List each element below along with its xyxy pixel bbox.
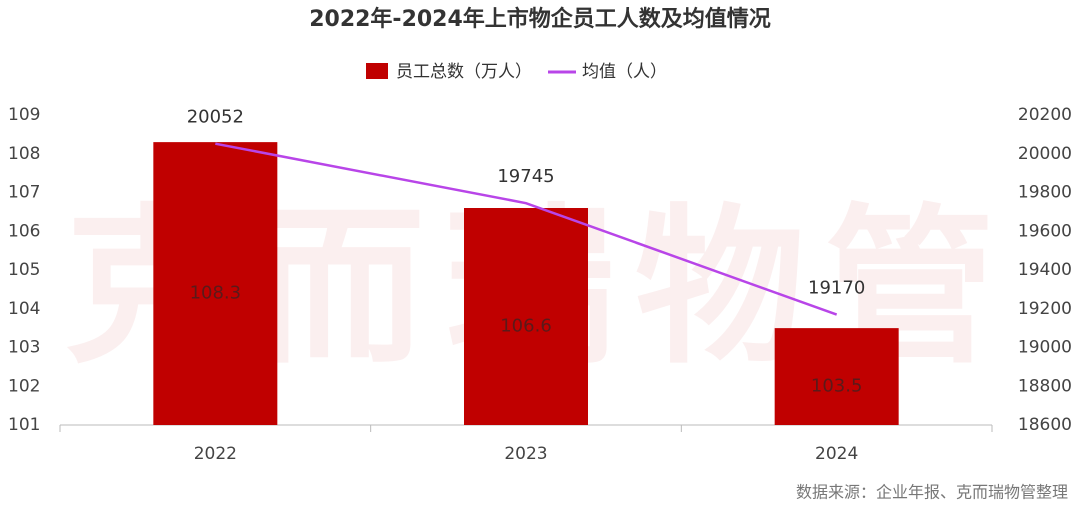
y-tick-label: 103 — [8, 338, 40, 358]
y2-tick-label: 19200 — [1018, 299, 1072, 319]
y-tick-label: 109 — [8, 105, 40, 125]
line-value-label: 20052 — [187, 107, 244, 128]
y2-tick-label: 19800 — [1018, 183, 1072, 203]
line-value-label: 19170 — [808, 278, 865, 299]
bar — [464, 208, 588, 425]
y-tick-label: 107 — [8, 183, 40, 203]
y2-tick-label: 18800 — [1018, 376, 1072, 396]
bar-value-label: 108.3 — [190, 283, 242, 304]
source-note: 数据来源：企业年报、克而瑞物管整理 — [796, 483, 1068, 502]
line-value-label: 19745 — [497, 166, 554, 187]
y2-tick-label: 20200 — [1018, 105, 1072, 125]
y-tick-label: 108 — [8, 144, 40, 164]
legend-label: 均值（人） — [582, 62, 667, 82]
y-tick-label: 102 — [8, 376, 40, 396]
y2-tick-label: 19000 — [1018, 338, 1072, 358]
bar-value-label: 103.5 — [811, 376, 863, 397]
legend-label: 员工总数（万人） — [396, 62, 532, 82]
y-tick-label: 106 — [8, 221, 40, 241]
chart-title: 2022年-2024年上市物企员工人数及均值情况 — [309, 6, 771, 32]
x-tick-label: 2024 — [815, 444, 858, 464]
bar-value-label: 106.6 — [500, 316, 552, 337]
bar — [774, 328, 899, 425]
line — [215, 142, 838, 316]
x-tick-label: 2023 — [504, 444, 547, 464]
y2-tick-label: 18600 — [1018, 415, 1072, 435]
y2-tick-label: 19600 — [1018, 221, 1072, 241]
bar — [153, 142, 278, 425]
y-tick-label: 101 — [8, 415, 40, 435]
y2-tick-label: 20000 — [1018, 144, 1072, 164]
y-tick-label: 104 — [8, 299, 40, 319]
x-tick-label: 2022 — [194, 444, 237, 464]
legend-swatch — [366, 63, 388, 79]
y2-tick-label: 19400 — [1018, 260, 1072, 280]
y-tick-label: 105 — [8, 260, 40, 280]
